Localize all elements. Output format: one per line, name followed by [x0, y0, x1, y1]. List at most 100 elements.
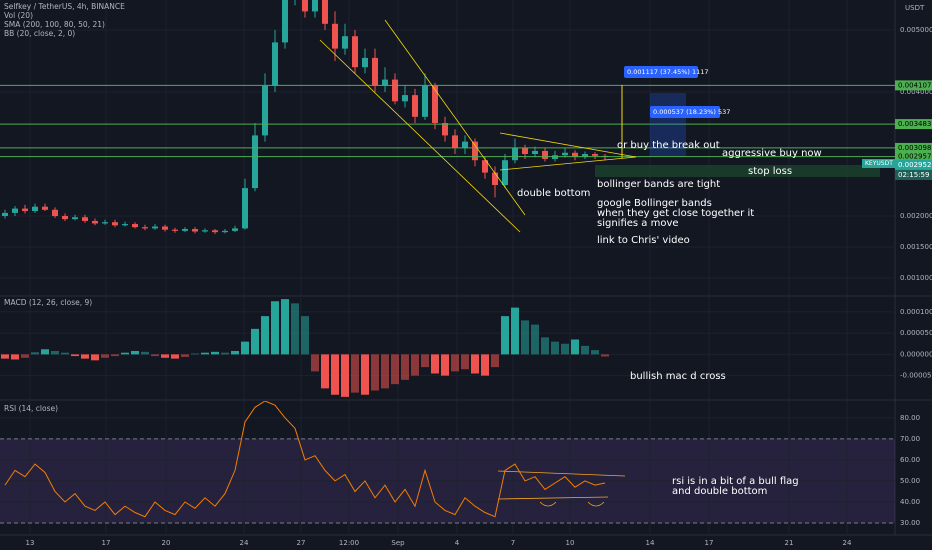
- macd-histogram-bar: [41, 349, 49, 355]
- macd-histogram-bar: [291, 303, 299, 355]
- macd-histogram-bar: [471, 354, 479, 374]
- measure-zone: [650, 93, 686, 156]
- symbol-title: Selfkey / TetherUS, 4h, BINANCE: [4, 2, 125, 11]
- macd-histogram-bar: [151, 354, 159, 357]
- macd-histogram-bar: [51, 350, 59, 355]
- macd-histogram-bar: [511, 307, 519, 355]
- macd-histogram-bar: [331, 354, 339, 395]
- level-label-box: [895, 80, 932, 91]
- annotation: google Bollinger bands: [597, 198, 712, 209]
- level-label-box: [895, 142, 932, 153]
- x-tick-label: 27: [297, 539, 306, 547]
- stop-loss-zone: [595, 165, 880, 177]
- candle-body: [2, 212, 8, 217]
- candle-body: [182, 229, 188, 231]
- candle-body: [522, 147, 528, 155]
- trend-line: [319, 39, 521, 233]
- annotation: when they get close together it: [597, 208, 754, 219]
- macd-histogram-bar: [271, 301, 279, 355]
- level-label: 0.003098: [898, 144, 931, 152]
- triangle-line: [499, 132, 637, 158]
- candle-body: [582, 154, 588, 158]
- annotation: double bottom: [517, 188, 590, 199]
- macd-histogram-bar: [421, 354, 429, 368]
- macd-histogram-bar: [211, 351, 219, 355]
- candle-body: [232, 228, 238, 231]
- macd-histogram-bar: [411, 354, 419, 376]
- macd-histogram-bar: [221, 352, 229, 355]
- countdown-box: [895, 169, 932, 180]
- y-tick-label: 0.000100: [900, 308, 932, 316]
- x-tick-label: 4: [455, 539, 460, 547]
- candle-body: [132, 224, 138, 228]
- candle-body: [352, 36, 358, 68]
- candle-body: [32, 206, 38, 212]
- candle-body: [92, 220, 98, 224]
- macd-histogram-bar: [461, 354, 469, 370]
- indicator-label: SMA (200, 100, 80, 50, 21): [4, 20, 105, 29]
- x-tick-label: 24: [240, 539, 249, 547]
- macd-histogram-bar: [241, 341, 249, 355]
- x-tick-label: 17: [705, 539, 714, 547]
- indicator-label: RSI (14, close): [4, 404, 58, 413]
- annotation: or buy the break out: [617, 140, 720, 151]
- macd-histogram-bar: [11, 354, 19, 360]
- macd-histogram-bar: [381, 354, 389, 389]
- y-tick-label: 70.00: [900, 435, 920, 443]
- candle-body: [192, 229, 198, 232]
- x-tick-label: 14: [646, 539, 655, 547]
- macd-histogram-bar: [171, 354, 179, 359]
- macd-histogram-bar: [581, 345, 589, 355]
- level-label: 0.003483: [898, 120, 931, 128]
- annotation: aggressive buy now: [722, 148, 822, 159]
- macd-histogram-bar: [111, 354, 119, 357]
- macd-histogram-bar: [201, 352, 209, 355]
- candle-body: [62, 216, 68, 220]
- annotation: rsi is in a bit of a bull flag: [672, 476, 799, 487]
- candle-body: [372, 57, 378, 86]
- candle-body: [322, 0, 328, 24]
- macd-histogram-bar: [401, 354, 409, 380]
- trend-line: [384, 19, 526, 216]
- indicator-label: MACD (12, 26, close, 9): [4, 298, 92, 307]
- candle-body: [492, 172, 498, 186]
- measure-label: 0.001117 (37.45%) 1117: [627, 68, 709, 76]
- candle-body: [542, 150, 548, 159]
- macd-histogram-bar: [541, 337, 549, 355]
- y-tick-label: 40.00: [900, 498, 920, 506]
- candle-body: [52, 209, 58, 217]
- candle-body: [562, 152, 568, 156]
- macd-histogram-bar: [71, 354, 79, 357]
- macd-histogram-bar: [551, 341, 559, 355]
- candle-body: [42, 206, 48, 210]
- candle-body: [422, 85, 428, 117]
- y-tick-label: 0.000000: [900, 350, 932, 358]
- candle-body: [272, 42, 278, 86]
- macd-histogram-bar: [21, 354, 29, 358]
- candle-body: [342, 36, 348, 49]
- macd-histogram-bar: [61, 352, 69, 355]
- macd-histogram-bar: [301, 316, 309, 355]
- drawings: [319, 19, 880, 507]
- annotation: stop loss: [748, 166, 792, 177]
- rsi-line: [4, 401, 606, 518]
- macd-histogram-bar: [1, 354, 9, 359]
- y-tick-label: 60.00: [900, 456, 920, 464]
- symbol-box: [862, 158, 895, 168]
- candle-body: [222, 230, 228, 233]
- x-tick-label: 20: [162, 539, 171, 547]
- macd-histogram-bar: [91, 354, 99, 361]
- annotation: and double bottom: [672, 486, 767, 497]
- macd-histogram-bar: [231, 350, 239, 355]
- macd-histogram-bar: [31, 352, 39, 355]
- candle-body: [482, 160, 488, 173]
- macd-histogram-bar: [571, 339, 579, 355]
- flag-line: [497, 496, 609, 500]
- macd-histogram-bar: [371, 354, 379, 391]
- level-label: 0.002957: [898, 153, 931, 161]
- candle-body: [362, 57, 368, 68]
- double-bottom-arc: [539, 501, 605, 507]
- last-price-box: [895, 159, 932, 170]
- macd-histogram-bar: [531, 324, 539, 355]
- macd-histogram-bar: [491, 354, 499, 368]
